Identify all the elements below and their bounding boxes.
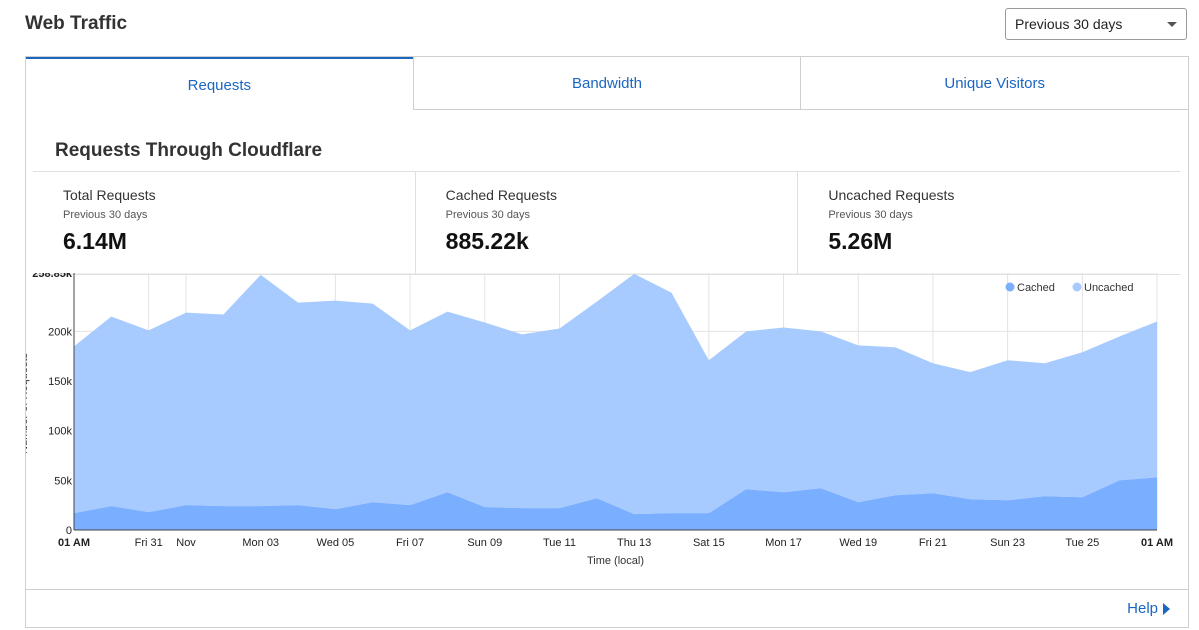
help-label: Help xyxy=(1127,600,1158,617)
help-link[interactable]: Help xyxy=(1127,600,1170,617)
y-tick-label: 150k xyxy=(48,376,72,388)
x-tick-label: Sun 09 xyxy=(467,537,502,549)
y-axis-title: Number of Requests xyxy=(26,353,30,454)
x-tick-label: Mon 17 xyxy=(765,537,802,549)
tab-bandwidth[interactable]: Bandwidth xyxy=(412,57,801,110)
tab-unique-visitors[interactable]: Unique Visitors xyxy=(800,57,1189,110)
date-range-value: Previous 30 days xyxy=(1015,16,1123,32)
series-cached-area xyxy=(74,477,1157,530)
legend-swatch xyxy=(1072,282,1082,292)
stat-value: 6.14M xyxy=(63,228,127,254)
requests-area-chart: 0 50k 100k 150k 200k 258.85k 01 AM Fri 31 Nov Mon… xyxy=(26,273,1173,567)
date-range-select[interactable]: Previous 30 days xyxy=(1005,8,1187,40)
x-tick-label: Sun 23 xyxy=(990,537,1025,549)
y-tick-label: 258.85k xyxy=(32,273,73,280)
stat-value: 5.26M xyxy=(828,228,893,254)
x-axis-title: Time (local) xyxy=(587,555,644,567)
chevron-down-icon xyxy=(1167,22,1177,27)
stat-period: Previous 30 days xyxy=(445,209,531,221)
x-tick-label: Wed 19 xyxy=(839,537,877,549)
stat-value: 885.22k xyxy=(445,228,529,254)
stat-period: Previous 30 days xyxy=(63,209,148,221)
stat-total-requests: Total Requests Previous 30 days 6.14M xyxy=(33,172,415,274)
section-title: Requests Through Cloudflare xyxy=(55,140,323,161)
x-tick-label: 01 AM xyxy=(1141,537,1173,549)
stat-label: Cached Requests xyxy=(445,187,557,203)
stat-cached-requests: Cached Requests Previous 30 days 885.22k xyxy=(414,172,798,274)
series-uncached-area xyxy=(74,273,1157,515)
y-tick-label: 100k xyxy=(48,426,72,438)
x-tick-label: 01 AM xyxy=(58,537,90,549)
x-tick-label: Fri 31 xyxy=(135,537,163,549)
y-tick-label: 200k xyxy=(48,326,72,338)
stats-row: Total Requests Previous 30 days 6.14M Ca… xyxy=(33,171,1180,275)
x-tick-label: Nov xyxy=(176,537,196,549)
legend-label: Cached xyxy=(1017,282,1055,294)
tab-requests[interactable]: Requests xyxy=(26,57,413,110)
x-tick-label: Fri 21 xyxy=(919,537,947,549)
page-title: Web Traffic xyxy=(25,13,128,34)
x-tick-label: Sat 15 xyxy=(693,537,725,549)
stat-label: Uncached Requests xyxy=(828,187,955,203)
x-tick-label: Tue 11 xyxy=(543,537,576,549)
stat-period: Previous 30 days xyxy=(828,209,913,221)
x-tick-label: Mon 03 xyxy=(242,537,279,549)
caret-right-icon xyxy=(1163,602,1170,615)
x-tick-label: Fri 07 xyxy=(396,537,424,549)
x-tick-label: Tue 25 xyxy=(1065,537,1099,549)
panel-footer: Help xyxy=(26,589,1188,628)
legend-swatch xyxy=(1005,282,1015,292)
y-tick-label: 0 xyxy=(66,525,72,537)
tab-bar: Requests Bandwidth Unique Visitors xyxy=(26,57,1189,111)
traffic-panel: Requests Bandwidth Unique Visitors Reque… xyxy=(25,56,1189,628)
legend-label: Uncached xyxy=(1084,282,1134,294)
x-tick-label: Thu 13 xyxy=(617,537,651,549)
stat-uncached-requests: Uncached Requests Previous 30 days 5.26M xyxy=(797,172,1180,274)
stat-label: Total Requests xyxy=(63,187,156,203)
x-tick-label: Wed 05 xyxy=(317,537,355,549)
y-tick-label: 50k xyxy=(54,475,72,487)
